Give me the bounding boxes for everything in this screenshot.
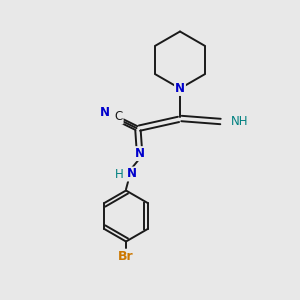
Text: N: N: [100, 106, 110, 119]
Text: Br: Br: [118, 250, 134, 263]
Text: H: H: [115, 168, 124, 181]
Text: N: N: [127, 167, 137, 181]
Text: N: N: [175, 82, 185, 95]
Text: N: N: [134, 147, 145, 160]
Text: NH: NH: [231, 115, 248, 128]
Text: C: C: [114, 110, 123, 124]
